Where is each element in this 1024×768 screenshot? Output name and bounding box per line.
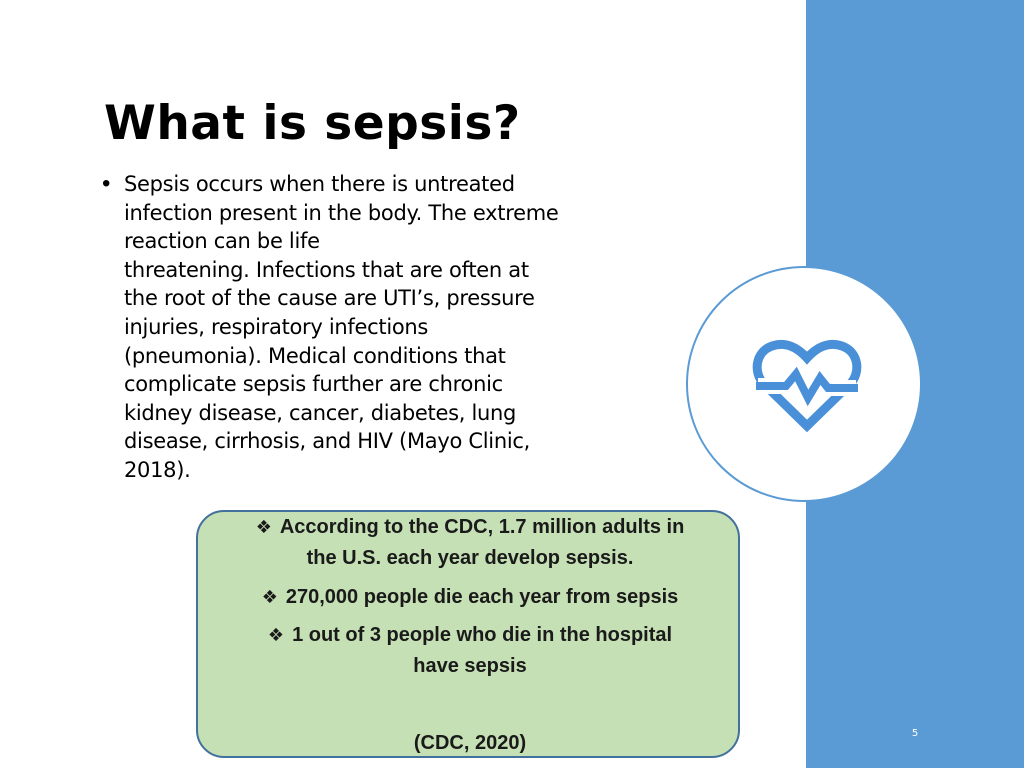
slide-number: 5 <box>911 728 919 739</box>
stat-text-continued: have sepsis <box>413 655 527 677</box>
citation: (CDC, 2020) <box>413 732 527 754</box>
stat-text: According to the CDC, 1.7 million adults… <box>279 516 685 538</box>
diamond-bullet-icon: ❖ <box>267 625 285 646</box>
stat-item: ❖ 270,000 people die each year from sepsi… <box>218 582 722 613</box>
stat-text-continued: the U.S. each year develop sepsis. <box>306 547 634 569</box>
slide-title: What is sepsis? <box>104 96 521 151</box>
diamond-bullet-icon: ❖ <box>255 517 272 538</box>
stat-text: 270,000 people die each year from sepsis <box>285 586 679 608</box>
diamond-bullet-icon: ❖ <box>261 587 278 608</box>
heart-pulse-icon <box>752 339 862 433</box>
stat-item: ❖ 1 out of 3 people who die in the hospit… <box>218 620 722 681</box>
sepsis-stats-box: ❖ According to the CDC, 1.7 million adult… <box>196 510 740 758</box>
bullet-marker: • <box>102 170 111 197</box>
stat-item: ❖ According to the CDC, 1.7 million adult… <box>218 512 722 573</box>
heart-pulse-icon-circle <box>686 266 922 502</box>
stat-text: 1 out of 3 people who die in the hospita… <box>292 624 673 646</box>
sepsis-description: Sepsis occurs when there is untreated in… <box>124 172 559 482</box>
